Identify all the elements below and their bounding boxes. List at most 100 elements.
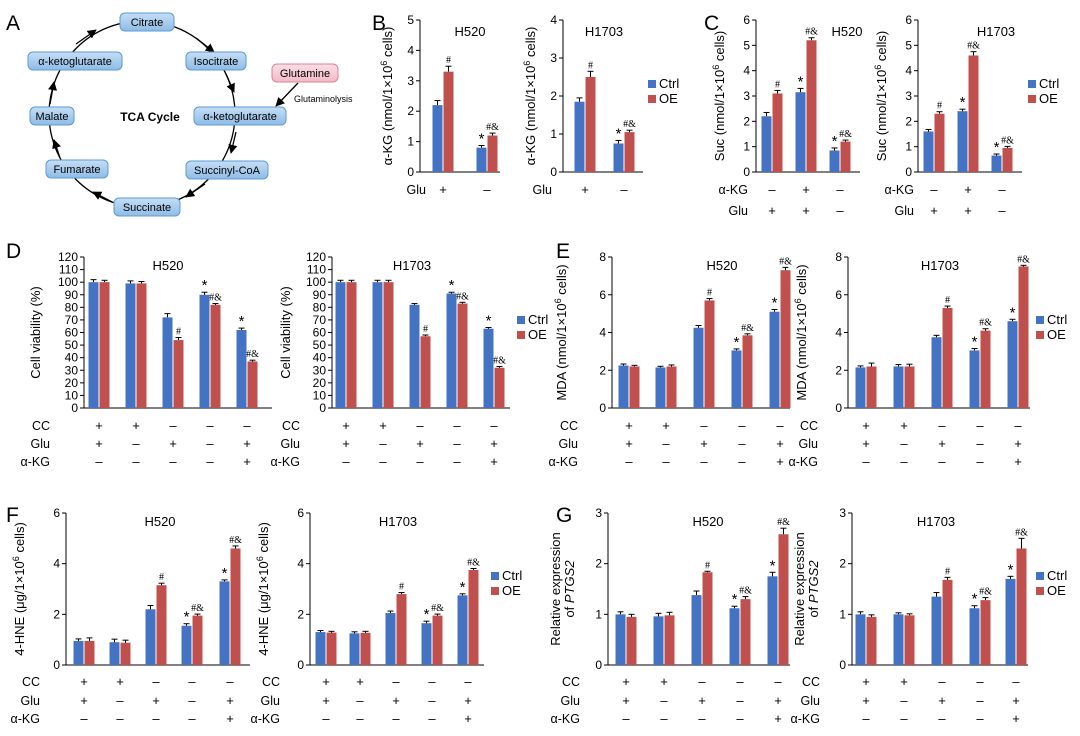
factor-label: α-KG [789,455,818,469]
factor-sign: + [152,693,160,708]
significance-hash: #& [623,119,636,130]
bar-oe [866,616,877,665]
factor-sign: – [900,711,908,726]
factor-sign: – [698,674,706,689]
panel-letter-b: B [372,12,386,35]
bar-oe [934,113,945,172]
significance-hash: #& [779,256,792,267]
bar-oe [1016,548,1027,665]
tca-arrow [75,29,97,45]
y-tick-label: 3 [743,89,750,103]
factor-sign: + [862,674,870,689]
bar-oe [666,366,677,408]
glutamine-label: Glutamine [280,68,330,80]
y-tick-label: 20 [313,376,327,390]
factor-sign: + [700,436,708,451]
bar-ctrl [693,327,704,408]
bar-ctrl [731,350,742,408]
y-tick-label: 50 [65,338,79,352]
chart-title: H1703 [585,24,623,39]
tca-node-alpha-ketoglutarate-right: α-ketoglutarate [193,106,287,126]
factor-sign: + [862,693,870,708]
factor-sign: + [416,436,424,451]
factor-sign: – [322,711,330,726]
y-tick-label: 0 [550,165,557,179]
factor-sign: – [862,454,870,469]
y-axis-label: Relative expression [792,532,807,645]
factor-sign: – [132,436,140,451]
bar-ctrl [991,155,1002,172]
chart-title: H520 [706,258,737,273]
bar-oe [968,55,979,172]
tca-arrow [52,139,61,159]
factor-sign: – [622,711,630,726]
y-tick-label: 4 [297,557,304,571]
factor-sign: – [356,711,364,726]
y-tick-label: 70 [65,313,79,327]
factor-sign: – [1014,418,1022,433]
significance-hash: #& [839,129,852,140]
significance-hash: #& [493,355,506,366]
legend-swatch-ctrl [1036,572,1044,580]
bar-oe [247,361,258,408]
y-tick-label: 20 [65,376,79,390]
tca-node-citrate: Citrate [119,12,175,32]
factor-sign: – [736,711,744,726]
y-axis-label: 4-HNE (μg/1×106 cells) [255,522,271,656]
chart-title: H1703 [379,514,417,529]
y-tick-label: 0 [319,401,326,415]
tca-node-label: Malate [35,111,68,123]
factor-sign: – [662,436,670,451]
y-tick-label: 2 [835,363,842,377]
y-tick-label: 110 [59,263,78,277]
y-tick-label: 3 [905,89,912,103]
bar-oe [742,335,753,408]
factor-sign: – [976,711,984,726]
y-tick-label: 70 [313,313,327,327]
tca-arrow [195,37,215,53]
y-axis-label: α-KG (nmol/1×106 cells) [379,27,395,166]
bar-ctrl [795,92,806,172]
significance-star: * [960,94,966,111]
factor-label: CC [560,419,578,433]
tca-node-label: α-ketoglutarate [203,111,277,123]
y-tick-label: 2 [905,114,912,128]
legend-swatch-oe [491,587,499,595]
significance-hash: #& [805,27,818,38]
bar-oe [704,300,715,408]
factor-sign: – [625,454,633,469]
factor-sign: + [1012,711,1020,726]
factor-sign: + [243,454,251,469]
factor-sign: + [930,203,938,218]
y-tick-label: 0 [53,658,60,672]
y-tick-label: 2 [743,114,750,128]
legend-swatch-oe [648,95,656,103]
tca-arrow [92,191,113,203]
bar-ctrl [446,293,457,408]
tca-arrow [185,183,206,198]
significance-hash: #& [741,323,754,334]
factor-sign: – [169,418,177,433]
bar-oe [1002,147,1013,172]
significance-hash: #& [246,349,259,360]
bar-oe [980,330,991,408]
bar-ctrl [236,329,247,408]
factor-sign: + [776,436,784,451]
bar-oe [120,642,131,665]
significance-star: * [770,557,776,574]
y-tick-label: 30 [65,363,79,377]
factor-sign: + [379,418,387,433]
significance-hash: # [176,327,181,338]
factor-sign: + [662,418,670,433]
chart-b-h1703: H1703 0 1 2 3 4 α-KG (nmol/1×106 cells) # *#& Glu… [522,13,679,197]
significance-star: * [616,125,622,142]
bar-ctrl [125,283,136,408]
factor-label: CC [32,419,50,433]
tca-arrow [48,81,58,105]
factor-sign: + [322,693,330,708]
legend-swatch-oe [1036,587,1044,595]
y-axis-label-gene: of PTGS2 [806,560,821,618]
significance-star: * [734,334,740,351]
